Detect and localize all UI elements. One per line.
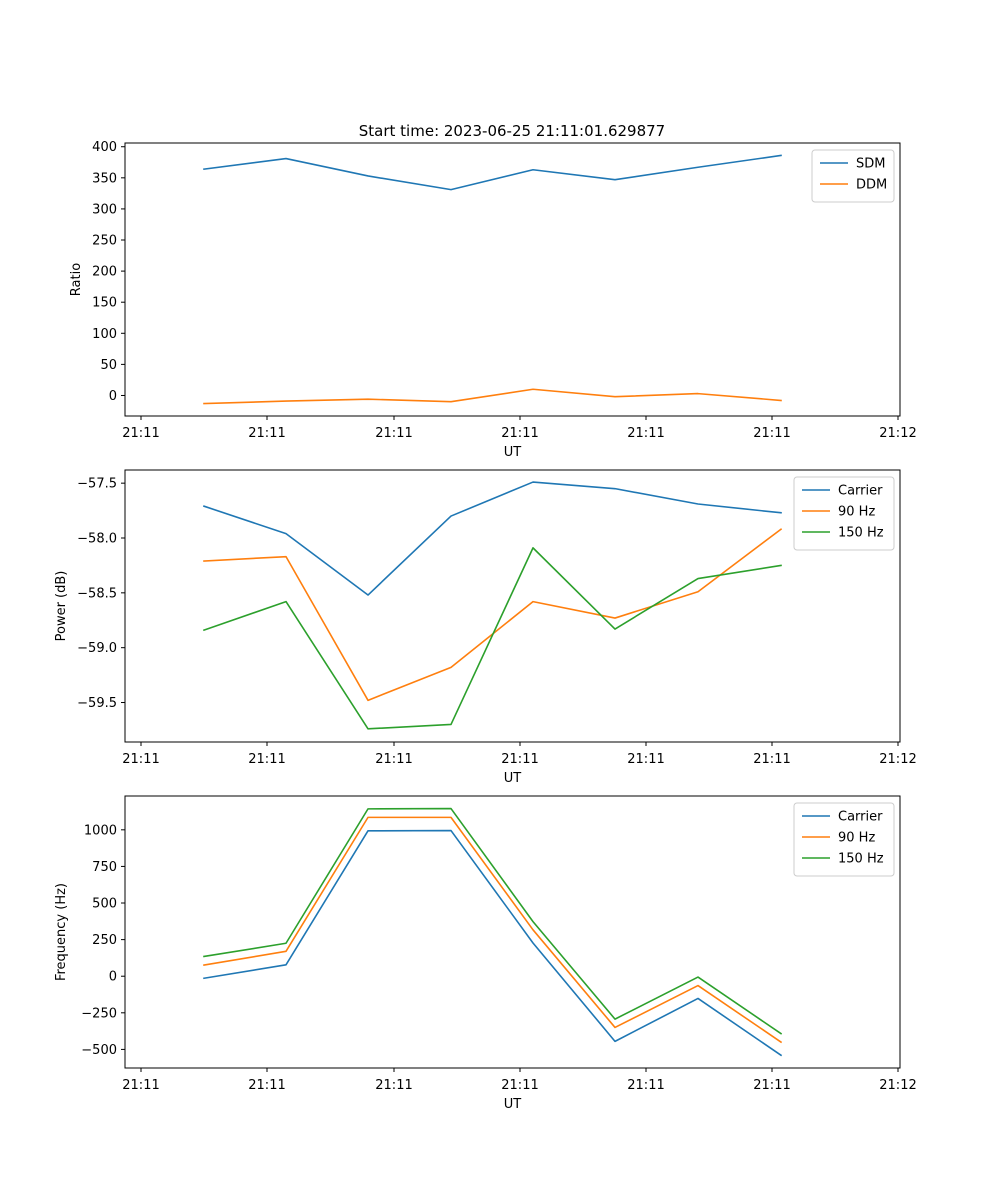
series-line-carrier [203,829,783,1057]
series-line-150-hz [203,807,783,1035]
legend-label: SDM [856,157,885,172]
y-tick-label: 250 [92,933,117,948]
y-tick-label: 350 [92,171,117,186]
x-tick-label: 21:11 [753,1078,790,1093]
y-tick-label: 0 [109,970,117,985]
chart-panel-1: 21:11 21:11 21:11 21:11 21:11 21:11 21:12 0 50 10… [69,140,917,460]
y-tick-label: 100 [92,327,117,342]
legend-label: DDM [856,178,887,193]
series-line-carrier [202,481,782,596]
x-tick-label: 21:12 [879,1078,916,1093]
x-tick-label: 21:11 [501,426,538,441]
x-tick-label: 21:11 [122,1078,159,1093]
legend-label: 90 Hz [838,505,875,520]
legend-label: 150 Hz [838,526,884,541]
y-tick-label: 500 [92,897,117,912]
x-tick-label: 21:11 [627,1078,664,1093]
series-line-90-hz [203,816,783,1044]
y-tick-label: 0 [109,389,117,404]
x-tick-label: 21:11 [501,1078,538,1093]
y-tick-label: −500 [81,1043,117,1058]
legend-label: Carrier [838,810,883,825]
chart-panel-2: 21:11 21:11 21:11 21:11 21:11 21:11 21:12 −59.5… [54,469,917,786]
y-tick-label: 750 [92,860,117,875]
y-tick-label: 250 [92,234,117,249]
y-tick-label: 50 [100,358,117,373]
x-tick-label: 21:11 [501,752,538,767]
series-line-ddm [203,388,782,405]
x-tick-label: 21:11 [375,1078,412,1093]
y-tick-label: 200 [92,265,117,280]
x-tick-label: 21:11 [122,426,159,441]
x-tick-label: 21:11 [248,426,285,441]
x-tick-label: 21:11 [375,426,412,441]
x-tick-label: 21:11 [122,752,159,767]
x-tick-label: 21:11 [753,426,790,441]
x-tick-label: 21:11 [753,752,790,767]
x-axis-label: UT [504,445,522,460]
y-tick-label: 150 [92,296,117,311]
x-tick-label: 21:11 [375,752,412,767]
plot-area-frame [124,469,901,743]
x-tick-label: 21:11 [627,752,664,767]
y-tick-label: −58.0 [77,532,117,547]
series-line-sdm [203,154,782,191]
y-tick-label: 300 [92,202,117,217]
plot-area-frame [124,795,901,1069]
x-tick-label: 21:11 [248,752,285,767]
x-tick-label: 21:11 [627,426,664,441]
y-tick-label: −59.5 [77,696,117,711]
y-tick-label: −250 [81,1006,117,1021]
chart-panels: 21:11 21:11 21:11 21:11 21:11 21:11 21:12 0 50 10… [54,140,917,1112]
figure-title: Start time: 2023-06-25 21:11:01.629877 [359,122,665,140]
legend-label: Carrier [838,484,883,499]
x-tick-label: 21:11 [248,1078,285,1093]
x-axis-label: UT [504,1097,522,1112]
x-tick-label: 21:12 [879,752,916,767]
y-tick-label: 1000 [84,823,117,838]
y-tick-label: 400 [92,140,117,155]
y-tick-label: −57.5 [77,477,117,492]
legend-label: 90 Hz [838,831,875,846]
x-axis-label: UT [504,771,522,786]
series-line-150-hz [202,547,782,730]
y-axis-label: Frequency (Hz) [54,883,69,981]
y-tick-label: −59.0 [77,641,117,656]
y-axis-label: Power (dB) [54,571,69,642]
x-tick-label: 21:12 [879,426,916,441]
legend-label: 150 Hz [838,852,884,867]
plot-area-frame [124,142,901,417]
y-tick-label: −58.5 [77,586,117,601]
y-axis-label: Ratio [69,263,84,296]
chart-panel-3: 21:11 21:11 21:11 21:11 21:11 21:11 21:12 −500 −… [54,795,917,1112]
